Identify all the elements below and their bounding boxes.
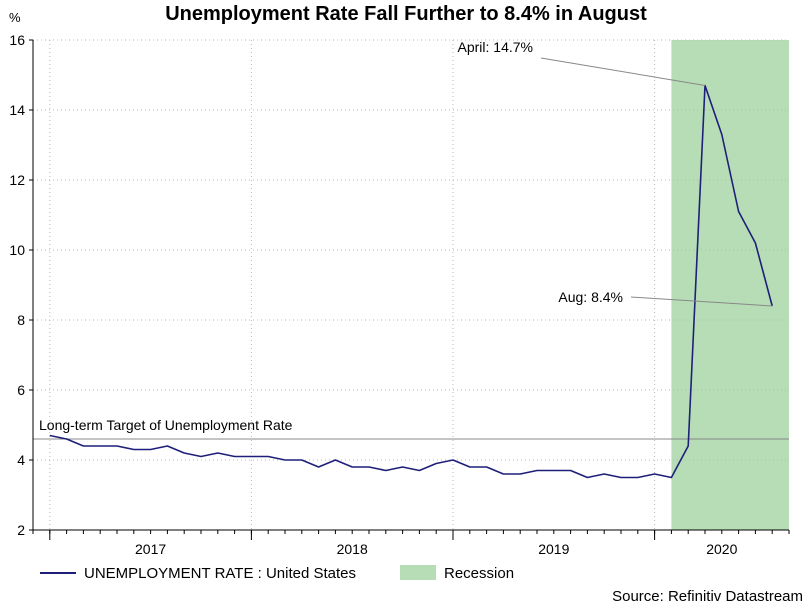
target-line-label: Long-term Target of Unemployment Rate xyxy=(39,417,293,433)
y-unit-label: % xyxy=(9,10,21,25)
x-tick-label: 2019 xyxy=(538,541,569,557)
y-tick-label: 4 xyxy=(17,452,25,468)
y-tick-label: 14 xyxy=(9,102,25,118)
y-tick-label: 2 xyxy=(17,522,25,538)
source-note: Source: Refinitiv Datastream xyxy=(612,588,803,603)
chart-title: Unemployment Rate Fall Further to 8.4% i… xyxy=(165,3,647,25)
y-tick-label: 12 xyxy=(9,172,25,188)
legend-recession-swatch xyxy=(400,565,436,580)
unemployment-rate-line xyxy=(49,84,773,479)
legend-series-label: UNEMPLOYMENT RATE : United States xyxy=(84,565,356,582)
x-tick-label: 2020 xyxy=(706,541,737,557)
plot-area: 2 4 6 8 10 12 14 16 2017 2018 2019 2020 Long-term Ta… xyxy=(9,32,790,557)
legend-recession-label: Recession xyxy=(444,565,514,582)
legend: UNEMPLOYMENT RATE : United States Recess… xyxy=(40,565,514,582)
recession-band xyxy=(671,40,789,530)
y-tick-label: 10 xyxy=(9,242,25,258)
x-tick-label: 2017 xyxy=(135,541,166,557)
annotation-leader-line xyxy=(630,296,773,307)
annotation-leader-line xyxy=(540,57,706,86)
y-tick-label: 6 xyxy=(17,382,25,398)
x-tick-label: 2018 xyxy=(337,541,368,557)
y-tick-label: 16 xyxy=(9,32,25,48)
y-tick-label: 8 xyxy=(17,312,25,328)
annotation-label: Aug: 8.4% xyxy=(558,289,623,305)
annotation-label: April: 14.7% xyxy=(458,39,533,55)
